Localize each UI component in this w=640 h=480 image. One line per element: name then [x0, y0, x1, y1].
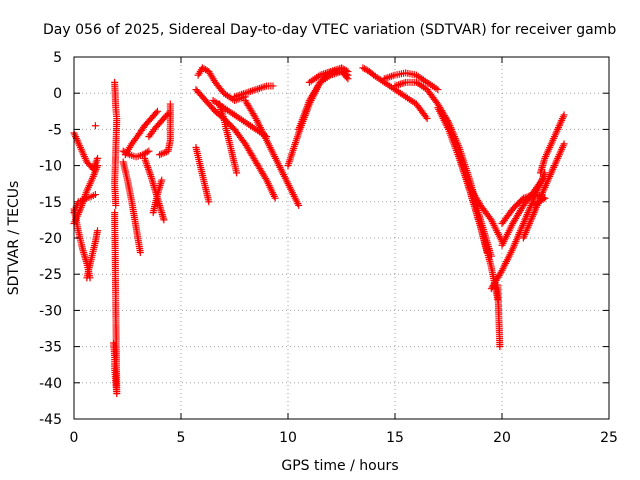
- data-point: [243, 89, 251, 97]
- data-point: [94, 162, 102, 170]
- data-point: [271, 194, 279, 202]
- y-tick-label: 0: [53, 86, 62, 102]
- data-point: [160, 216, 168, 224]
- x-axis-title: GPS time / hours: [281, 458, 398, 474]
- data-point: [541, 194, 549, 202]
- data-point: [494, 281, 502, 289]
- data-point: [386, 73, 394, 81]
- data-point: [400, 79, 408, 87]
- data-point: [483, 248, 491, 256]
- data-point: [395, 81, 403, 89]
- tick-label-layer: 0 5 10 15 20 25 5 0 -5 -10 -15 -20 -25 -30 -35 -40 -45: [39, 50, 618, 446]
- data-point: [422, 113, 430, 121]
- data-point: [254, 85, 262, 93]
- data-point: [145, 147, 153, 155]
- data-point: [161, 149, 169, 157]
- data-point: [111, 209, 119, 217]
- data-points-layer: [70, 64, 568, 398]
- data-point: [202, 66, 210, 74]
- y-tick-label: -5: [48, 122, 62, 138]
- x-tick-label: 15: [386, 430, 404, 446]
- x-tick-label: 20: [493, 430, 511, 446]
- data-point: [255, 84, 263, 92]
- data-point: [159, 149, 167, 157]
- data-point: [166, 100, 174, 108]
- data-point: [205, 198, 213, 206]
- x-tick-label: 10: [279, 430, 297, 446]
- y-tick-label: -15: [39, 195, 62, 211]
- y-tick-label: -20: [39, 231, 62, 247]
- x-tick-label: 5: [177, 430, 186, 446]
- data-point: [94, 154, 102, 162]
- data-point: [423, 115, 431, 123]
- data-point: [247, 87, 255, 95]
- data-point: [560, 140, 568, 148]
- data-point: [398, 80, 406, 88]
- data-point: [343, 73, 351, 81]
- y-axis-title: SDTVAR / TECUs: [6, 181, 22, 296]
- data-point: [269, 82, 277, 90]
- data-point: [252, 86, 260, 94]
- data-point: [94, 227, 102, 235]
- data-point: [91, 122, 99, 130]
- data-point: [245, 88, 253, 96]
- chart-title: Day 056 of 2025, Sidereal Day-to-day VTE…: [43, 22, 616, 38]
- data-point: [389, 72, 397, 80]
- data-point: [344, 75, 352, 83]
- data-point: [434, 86, 442, 94]
- y-tick-label: -25: [39, 267, 62, 283]
- data-point: [112, 201, 120, 209]
- data-point: [152, 109, 160, 117]
- data-point: [387, 72, 395, 80]
- data-point: [241, 89, 249, 97]
- data-point: [157, 150, 165, 158]
- plot-frame: [73, 56, 610, 420]
- y-tick-label: -10: [39, 159, 62, 175]
- x-tick-label: 0: [70, 430, 79, 446]
- data-point: [384, 74, 392, 82]
- y-tick-label: 5: [53, 50, 62, 66]
- data-point: [261, 83, 269, 91]
- x-tick-label: 25: [600, 430, 618, 446]
- y-tick-label: -30: [39, 303, 62, 319]
- data-point: [158, 176, 166, 184]
- data-point: [560, 111, 568, 119]
- y-tick-label: -35: [39, 340, 62, 356]
- y-tick-label: -40: [39, 376, 62, 392]
- data-point: [259, 83, 267, 91]
- data-point: [143, 148, 151, 156]
- data-point: [233, 169, 241, 177]
- data-point: [91, 191, 99, 199]
- data-point: [136, 248, 144, 256]
- data-point: [257, 84, 265, 92]
- data-point: [295, 201, 303, 209]
- data-point: [396, 80, 404, 88]
- data-point: [156, 151, 164, 159]
- data-point: [250, 86, 258, 94]
- y-tick-label: -45: [39, 412, 62, 428]
- data-point: [153, 107, 161, 115]
